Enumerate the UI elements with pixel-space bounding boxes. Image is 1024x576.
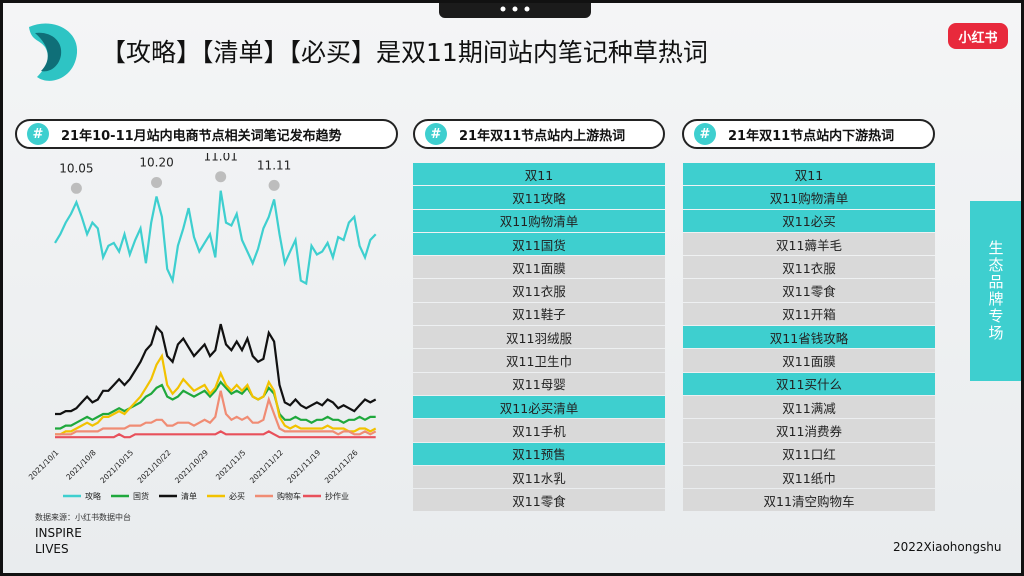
keyword-row: 双11消费券 — [683, 419, 935, 442]
legend-label: 攻略 — [85, 491, 101, 501]
annotation-label: 10.20 — [139, 156, 173, 170]
keyword-row: 双11衣服 — [683, 256, 935, 279]
x-tick-label: 2021/10/29 — [173, 448, 210, 485]
annotation-dot — [268, 179, 280, 191]
keyword-row: 双11预售 — [413, 442, 665, 465]
annotation-label: 10.05 — [59, 161, 93, 175]
keyword-row: 双11清空购物车 — [683, 489, 935, 512]
brand-line: INSPIRE — [35, 526, 82, 540]
x-tick-label: 2021/10/15 — [98, 448, 135, 485]
keyword-row: 双11母婴 — [413, 372, 665, 395]
panel-header: #21年双11节点站内上游热词 — [413, 119, 665, 149]
keyword-row: 双11零食 — [413, 489, 665, 512]
panel-title: 21年10-11月站内电商节点相关词笔记发布趋势 — [61, 128, 342, 144]
panel-title: 21年双11节点站内上游热词 — [459, 128, 626, 144]
panel-title: 21年双11节点站内下游热词 — [728, 128, 895, 144]
x-tick-label: 2021/10/22 — [136, 448, 173, 485]
keyword-row: 双11面膜 — [413, 256, 665, 279]
downstream-list: 双11 双11购物清单 双11必买 双11薅羊毛 双11衣服 双11零食 双11开箱 双11省… — [683, 163, 935, 512]
panel-header: #21年双11节点站内下游热词 — [682, 119, 935, 149]
top-tab — [439, 3, 591, 18]
legend-label: 必买 — [229, 491, 245, 501]
x-tick-label: 2021/11/5 — [214, 448, 248, 482]
brand-logo: 小红书 — [948, 23, 1008, 49]
keyword-row: 双11购物清单 — [683, 186, 935, 209]
side-tab[interactable]: 生态品牌专场 — [970, 201, 1021, 381]
legend-label: 抄作业 — [325, 491, 349, 501]
series-line — [55, 352, 377, 436]
legend-label: 购物车 — [277, 491, 301, 501]
annotation-label: 11.01 — [203, 153, 237, 164]
keyword-row: 双11满减 — [683, 395, 935, 419]
x-tick-label: 2021/11/19 — [285, 448, 322, 485]
keyword-row: 双11开箱 — [683, 302, 935, 326]
keyword-row: 双11必买 — [683, 209, 935, 232]
copyright: 2022Xiaohongshu — [893, 540, 1002, 554]
x-tick-label: 2021/10/8 — [64, 448, 98, 482]
keyword-row: 双11鞋子 — [413, 302, 665, 326]
x-tick-label: 2021/11/12 — [248, 448, 285, 485]
annotation-dot — [151, 177, 163, 188]
upstream-list: 双11 双11攻略 双11购物清单 双11国货 双11面膜 双11衣服 双11鞋子 双11羽绒… — [413, 163, 665, 512]
keyword-row: 双11衣服 — [413, 279, 665, 302]
keyword-row: 双11手机 — [413, 419, 665, 442]
panel-header: #21年10-11月站内电商节点相关词笔记发布趋势 — [15, 119, 398, 149]
dots — [500, 6, 530, 12]
annotation-label: 11.11 — [257, 158, 291, 172]
series-line — [54, 190, 377, 286]
x-tick-label: 2021/10/1 — [27, 448, 61, 482]
panel-icon: # — [27, 123, 49, 145]
series-line — [55, 390, 377, 436]
series-line — [55, 380, 376, 430]
legend-label: 清单 — [181, 491, 197, 501]
keyword-row: 双11纸巾 — [683, 465, 935, 489]
slide-title: 【攻略】【清单】【必买】是双11期间站内笔记种草热词 — [101, 38, 708, 67]
keyword-row: 双11攻略 — [413, 186, 665, 209]
logo-shape — [29, 23, 78, 81]
annotation-dot — [70, 182, 82, 194]
keyword-row: 双11面膜 — [683, 349, 935, 372]
keyword-row: 双11羽绒服 — [413, 326, 665, 349]
keyword-row: 双11水乳 — [413, 465, 665, 489]
x-tick-label: 2021/11/26 — [323, 448, 360, 485]
keyword-row: 双11国货 — [413, 232, 665, 256]
keyword-row: 双11零食 — [683, 279, 935, 302]
keyword-row: 双11 — [683, 163, 935, 186]
keyword-row: 双11 — [413, 163, 665, 186]
keyword-row: 双11卫生巾 — [413, 349, 665, 372]
panel-icon: # — [425, 123, 447, 145]
keyword-row: 双11买什么 — [683, 372, 935, 395]
keyword-row: 双11薅羊毛 — [683, 232, 935, 256]
annotation-dot — [215, 171, 227, 183]
source-note: 数据来源：小红书数据中台 — [35, 513, 131, 522]
series-line — [55, 430, 376, 439]
keyword-row: 双11购物清单 — [413, 209, 665, 232]
legend-label: 国货 — [133, 491, 149, 501]
series-line — [55, 323, 377, 416]
brand-line: LIVES — [35, 542, 69, 556]
panel-icon: # — [694, 123, 716, 145]
keyword-row: 双11省钱攻略 — [683, 326, 935, 349]
keyword-row: 双11口红 — [683, 442, 935, 465]
keyword-row: 双11必买清单 — [413, 395, 665, 419]
